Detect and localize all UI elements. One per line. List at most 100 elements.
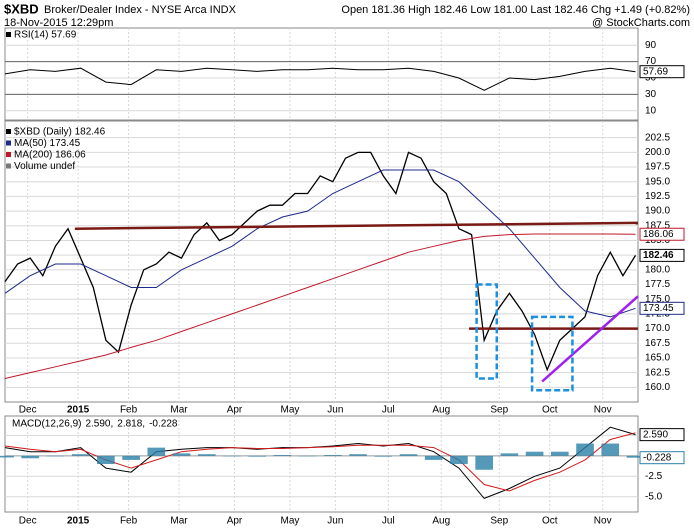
y-tick-label: 162.5 <box>645 367 670 378</box>
legend-entry: Volume undef <box>14 161 75 172</box>
y-tick-label: 170.0 <box>645 323 670 334</box>
value-tag <box>639 301 685 315</box>
legend-swatch <box>6 140 11 146</box>
histogram-bar <box>248 455 267 457</box>
histogram-bar <box>450 455 468 464</box>
histogram-bar <box>626 455 645 458</box>
histogram-bar <box>97 455 115 464</box>
y-tick-label: 160.0 <box>645 382 670 393</box>
quote: Open 181.36 High 182.46 Low 181.00 Last … <box>341 4 690 16</box>
y-tick-label: 200.0 <box>645 147 670 158</box>
legend-swatch <box>6 163 11 169</box>
histogram-bar <box>500 453 519 456</box>
panel-frame <box>4 27 639 121</box>
histogram-bar <box>349 454 367 456</box>
histogram-bar <box>46 455 65 457</box>
y-tick-label: 175.0 <box>645 294 670 305</box>
panel-frame <box>4 120 639 403</box>
legend-swatch <box>6 152 11 157</box>
legend-entry: $XBD (Daily) 182.46 <box>14 127 106 138</box>
y-tick-label: 195.0 <box>645 176 670 187</box>
value-tag-label: 2.590 <box>643 429 668 440</box>
source: @ StockCharts.com <box>592 17 690 29</box>
x-tick-label: Dec <box>19 405 37 416</box>
x-tick-label: Jul <box>382 405 395 416</box>
x-tick-label: Dec <box>19 516 37 527</box>
histogram-bar <box>601 443 620 456</box>
index-name: Broker/Dealer Index - NYSE Arca INDX <box>44 4 237 16</box>
legend-entry: 2.590, <box>85 419 113 430</box>
series-line <box>4 67 636 91</box>
legend-entry: 2.818, <box>117 419 145 430</box>
histogram-bar <box>273 455 292 456</box>
histogram-bar <box>298 455 317 457</box>
symbol: $XBD <box>4 1 39 16</box>
value-tag <box>639 65 685 79</box>
series-line <box>4 233 636 379</box>
histogram-bar <box>424 455 443 460</box>
histogram-bar <box>324 455 342 456</box>
x-tick-label: Nov <box>594 405 612 416</box>
histogram-bar <box>172 453 191 456</box>
y-tick-label: 180.0 <box>645 264 670 275</box>
histogram-bar <box>197 454 216 456</box>
series-line <box>4 151 637 372</box>
y-tick-label: -2.5 <box>645 471 663 482</box>
legend-entry: MA(200) 186.06 <box>14 150 86 161</box>
x-tick-label: Oct <box>542 516 558 527</box>
panel-frame <box>4 415 639 513</box>
y-tick-label: 165.0 <box>645 353 670 364</box>
histogram-bar <box>122 455 140 460</box>
x-tick-label: May <box>281 516 300 527</box>
value-tag-label: -0.228 <box>643 452 672 463</box>
x-tick-label: Mar <box>170 405 188 416</box>
histogram-bar <box>475 455 493 470</box>
x-tick-label: Nov <box>594 516 612 527</box>
y-tick-label: 167.5 <box>645 338 670 349</box>
histogram-bar <box>374 455 393 457</box>
y-tick-label: 197.5 <box>645 162 670 173</box>
highlight-box <box>475 283 499 380</box>
value-tag-label: 57.69 <box>643 66 668 77</box>
legend-entry: -0.228 <box>149 419 178 430</box>
y-tick-label: -5.0 <box>645 491 663 502</box>
histogram-bar <box>525 451 544 456</box>
series-line <box>4 169 636 318</box>
histogram-bar <box>0 455 14 458</box>
x-tick-label: May <box>281 405 300 416</box>
histogram-bar <box>223 455 241 457</box>
histogram-bar <box>550 451 569 456</box>
trendline <box>541 295 639 383</box>
x-tick-label: 2015 <box>67 405 90 416</box>
y-tick-label: 10 <box>645 105 657 116</box>
x-tick-label: Apr <box>227 405 243 416</box>
value-tag <box>639 227 685 241</box>
histogram-bar <box>399 454 418 456</box>
legend-swatch <box>6 32 11 37</box>
y-tick-label: 30 <box>645 89 657 100</box>
y-tick-label: 90 <box>645 40 657 51</box>
y-tick-label: 202.5 <box>645 132 670 143</box>
y-tick-label: 187.5 <box>645 220 670 231</box>
histogram-bar <box>21 455 40 459</box>
x-tick-label: Aug <box>432 405 450 416</box>
legend-entry: RSI(14) 57.69 <box>14 30 77 41</box>
x-tick-label: Jun <box>327 516 343 527</box>
y-tick-label: 177.5 <box>645 279 670 290</box>
x-tick-label: Sep <box>490 516 508 527</box>
timestamp: 18-Nov-2015 12:29pm <box>4 17 113 29</box>
value-tag <box>639 451 685 465</box>
x-tick-label: Apr <box>227 516 243 527</box>
legend-title: MACD(12,26,9) <box>12 419 81 430</box>
x-tick-label: Oct <box>542 405 558 416</box>
value-tag-label: 173.45 <box>643 303 674 314</box>
x-tick-label: Feb <box>120 516 138 527</box>
x-tick-label: Jul <box>382 516 395 527</box>
legend-entry: MA(50) 173.45 <box>14 138 81 149</box>
x-tick-label: Jun <box>327 405 343 416</box>
histogram-bar <box>71 454 90 456</box>
trendline <box>74 221 639 230</box>
highlight-box <box>530 315 574 392</box>
histogram-bar <box>147 447 166 456</box>
